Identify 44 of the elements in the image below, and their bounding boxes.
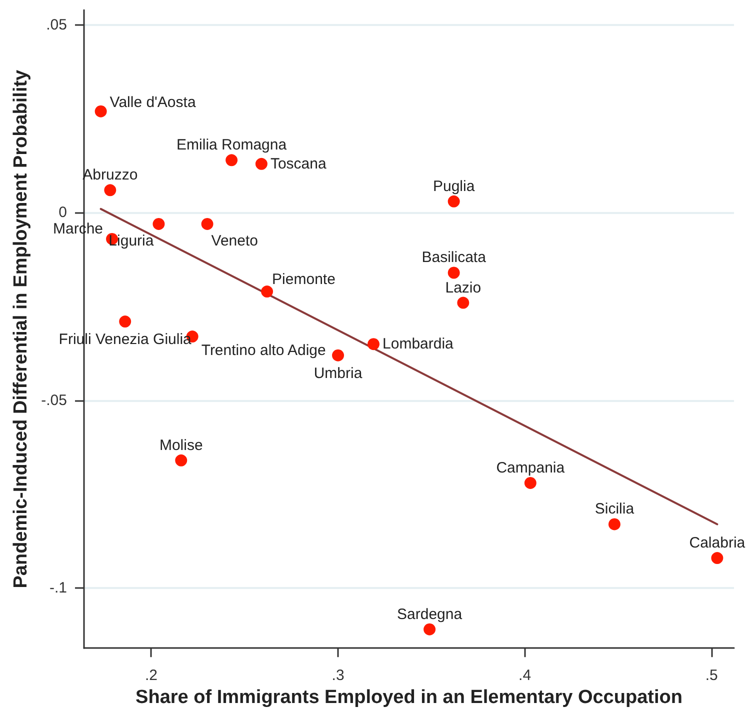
annotation: Veneto [211, 232, 258, 250]
annotation: Campania [496, 459, 566, 476]
point [119, 316, 132, 328]
point [448, 195, 460, 208]
y-tick-label: .05 [46, 16, 67, 34]
annotation: Piemonte [272, 271, 336, 288]
x-tick-label: .2 [144, 667, 158, 684]
point [368, 338, 380, 350]
point [711, 552, 724, 564]
point [424, 623, 436, 636]
point [104, 184, 116, 196]
point [226, 154, 238, 166]
point [201, 218, 214, 230]
annotation: Puglia [432, 178, 476, 195]
point [255, 158, 268, 170]
annotation: Valle d'Aosta [110, 94, 196, 111]
x-axis-title: Share of Immigrants Employed in an Elementary Occupation [136, 687, 682, 708]
annotation: Toscana [270, 155, 327, 172]
annotation: Umbria [314, 364, 363, 382]
point [261, 286, 274, 298]
point [332, 349, 344, 362]
point [448, 266, 460, 279]
point [152, 218, 165, 230]
point [457, 296, 470, 309]
y-tick-label: 0 [58, 204, 67, 222]
annotation: Sardegna [397, 606, 463, 623]
y-axis-title: Pandemic-Induced Differential in Employment Probability [10, 69, 32, 588]
annotation: Calabria [689, 534, 746, 552]
y-tick-label: -.05 [41, 392, 67, 409]
x-tick-label: .5 [705, 667, 718, 684]
y-tick-label: -.1 [49, 580, 67, 597]
annotation: Lazio [445, 279, 482, 296]
x-tick-label: .4 [518, 667, 532, 684]
point [608, 518, 620, 530]
annotation: Emilia Romagna [176, 136, 288, 154]
point [524, 476, 536, 489]
annotation: Molise [159, 436, 203, 454]
annotation: Trentino alto Adige [201, 342, 326, 360]
annotation: Sicilia [594, 500, 635, 518]
annotation: Lombardia [382, 336, 454, 353]
x-tick-label: .3 [332, 667, 344, 684]
point [175, 454, 188, 466]
annotation: Basilicata [422, 249, 487, 266]
point [94, 105, 107, 118]
